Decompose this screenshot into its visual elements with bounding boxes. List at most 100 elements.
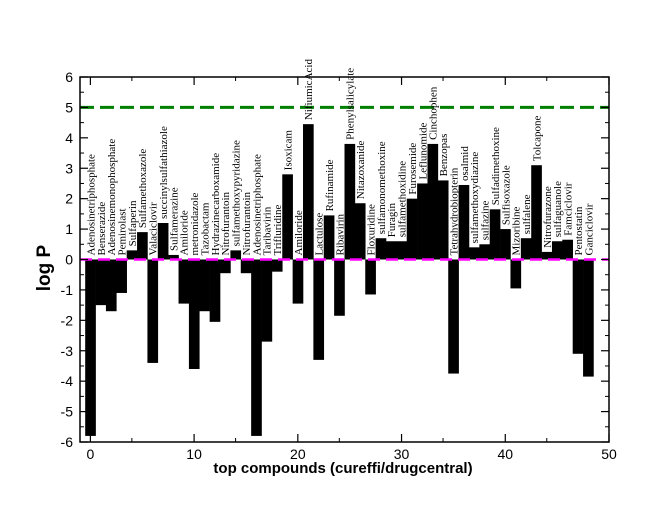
bar-label: Phenylsalicylate: [345, 68, 357, 140]
y-tick-label: 4: [65, 130, 73, 146]
bar-label: sulfamethoxidine: [397, 161, 409, 237]
bar: [261, 259, 273, 342]
bar-label: Adenosinetriphosphate: [251, 154, 263, 256]
bar: [168, 254, 179, 260]
y-tick-label: 5: [65, 99, 73, 115]
bar: [157, 223, 169, 260]
bar: [417, 183, 428, 260]
bar: [199, 259, 210, 312]
bar-label: Valaciclovir: [148, 202, 160, 255]
bar: [551, 241, 563, 260]
bar-label: Adenosinetriphosphate: [85, 154, 97, 256]
bar: [500, 229, 511, 260]
bar-label: Sulfaperin: [127, 200, 139, 246]
bar-label: Benserazide: [96, 202, 108, 256]
plot-marks: AdenosinetriphosphateBenserazideAdenosin…: [80, 59, 609, 436]
bar: [572, 259, 584, 354]
bar-label: Cinchophen: [428, 86, 440, 140]
bar-label: Pemirolast: [116, 208, 128, 255]
bar-label: succinylsulfathiazole: [158, 126, 170, 219]
bar: [479, 244, 491, 260]
bar-label: Tazobactam: [199, 202, 211, 255]
bar-label: Hydrazinecarboxamide: [210, 153, 222, 256]
y-tick-label: 3: [65, 160, 73, 176]
bar: [437, 180, 449, 260]
y-tick-label: 6: [65, 69, 73, 85]
y-tick-label: -6: [61, 434, 74, 450]
bar-label: Sulfamerazine: [168, 187, 180, 251]
bar-label: Benzopas: [438, 134, 450, 177]
bar-label: Rufinamide: [324, 159, 336, 211]
bar: [220, 259, 231, 274]
bar-label: Amiloride: [179, 210, 191, 255]
bar: [188, 259, 200, 369]
bar-label: Mizoribine: [511, 207, 523, 256]
bar-label: Leflunomide: [417, 123, 429, 180]
bar-label: Tetrahydrobiopterin: [448, 167, 460, 255]
bar: [427, 143, 439, 260]
y-tick-label: -1: [61, 282, 74, 298]
bar: [468, 247, 480, 260]
y-tick-label: 2: [65, 191, 73, 207]
bar-label: Amiloride: [293, 210, 305, 255]
bar: [126, 250, 138, 260]
y-tick-label: 1: [65, 221, 73, 237]
bar: [334, 259, 345, 316]
bar-label: sulfamethoxydiazine: [469, 152, 481, 244]
bar-label: Adenosinemonophosphate: [106, 139, 118, 256]
bar: [292, 259, 304, 304]
bar: [344, 143, 356, 260]
bar: [385, 241, 397, 260]
bar-label: sulfalene: [521, 194, 533, 234]
bar: [323, 215, 335, 260]
bar: [458, 184, 470, 260]
bar-label: Nitrofurantoin: [241, 191, 253, 255]
bar-label: Ribavirin: [334, 213, 346, 255]
bar-label: sulfamethoxypyridazine: [231, 140, 243, 246]
x-tick-label: 30: [394, 446, 410, 462]
bar-label: Furosemide: [407, 143, 419, 195]
bar-label: Sulfadimethoxine: [490, 127, 502, 205]
bar-label: Pentostatin: [573, 206, 585, 255]
bar: [303, 124, 314, 260]
y-axis-title: log P: [34, 244, 55, 291]
x-tick-label: 10: [186, 446, 202, 462]
bar-label: sulfaguanole: [552, 181, 564, 237]
bar: [251, 259, 262, 436]
bar: [375, 238, 387, 260]
x-axis-title: top compounds (cureffi/drugcentral): [213, 460, 472, 477]
bar-label: Isoxicam: [282, 130, 294, 171]
bar: [396, 241, 408, 260]
axis-ticks: 0 10 20 30 40 50 -6 -5 -4 -3 -2 -1 0 1 2 3 4 5 6: [61, 69, 617, 462]
bar: [240, 259, 252, 274]
bar: [95, 259, 107, 306]
bar: [365, 259, 376, 295]
y-tick-label: -3: [61, 343, 74, 359]
bar: [178, 259, 190, 304]
bar: [230, 250, 242, 260]
bar: [354, 203, 366, 260]
x-tick-label: 0: [86, 446, 94, 462]
bar: [137, 232, 148, 260]
bar: [116, 259, 127, 293]
bar-label: Nitazoxanide: [355, 140, 367, 199]
bar-label: Furagin: [386, 203, 398, 238]
bar-label: metronidazole: [189, 192, 201, 255]
y-tick-label: -2: [61, 312, 74, 328]
bar: [562, 239, 573, 260]
bar-label: Taribavirin: [262, 206, 274, 255]
bar: [85, 259, 96, 436]
bar: [489, 209, 501, 260]
bar-label: sulfamonomethoxine: [376, 141, 388, 234]
bar-label: Lactulose: [314, 213, 326, 256]
y-tick-label: -5: [61, 404, 74, 420]
bar-label: Ganciclovir: [583, 203, 595, 255]
bar-label: Famciclovir: [563, 182, 575, 235]
bar: [209, 259, 221, 322]
bar-label: Nitrofurazone: [542, 186, 554, 248]
bar-label: Nitrofurantoin: [220, 191, 232, 255]
bar-label: Sulfamethoxazole: [137, 149, 149, 229]
bar: [313, 259, 325, 360]
bar: [541, 251, 553, 260]
